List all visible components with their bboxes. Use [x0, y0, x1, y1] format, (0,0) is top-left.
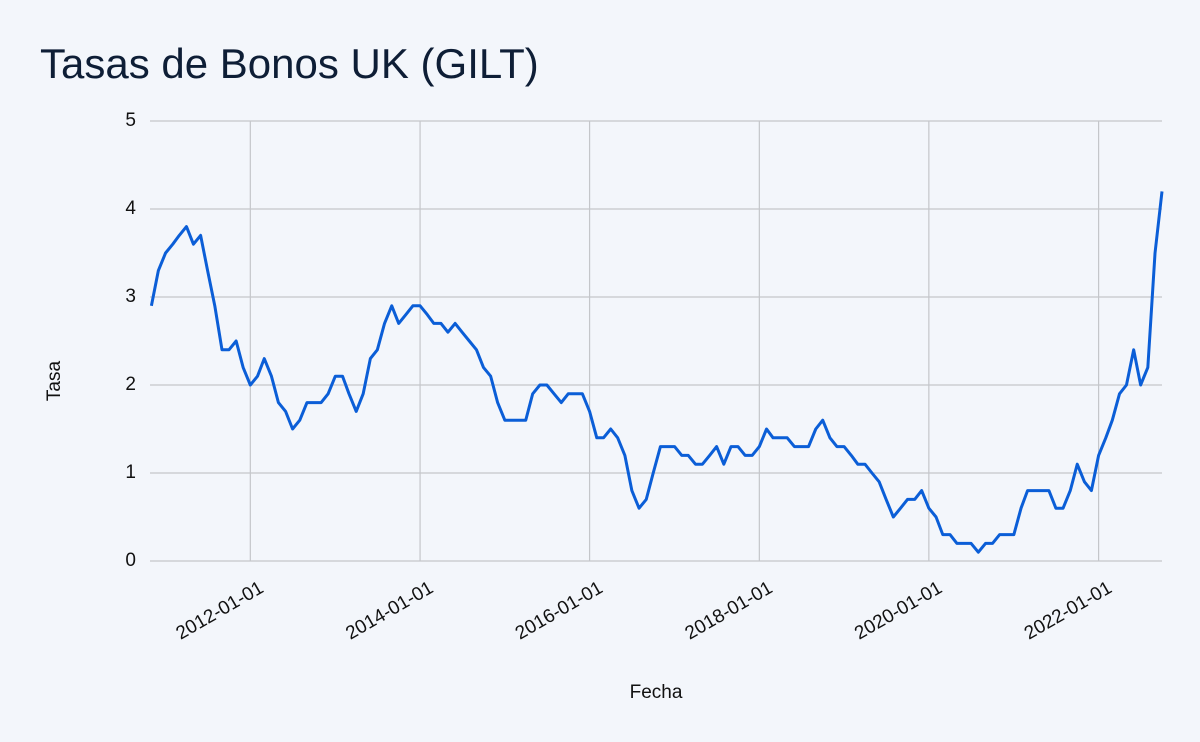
y-tick-label: 5	[125, 110, 136, 131]
y-tick-label: 3	[125, 286, 136, 307]
y-tick-label: 1	[125, 462, 136, 483]
y-axis-title: Tasa	[44, 361, 65, 402]
chart-title: Tasas de Bonos UK (GILT)	[40, 40, 539, 87]
y-tick-label: 2	[125, 374, 136, 395]
x-axis-title: Fecha	[630, 682, 683, 703]
data-line	[149, 191, 1164, 554]
y-tick-label: 4	[125, 198, 136, 219]
y-tick-label: 0	[125, 550, 136, 571]
